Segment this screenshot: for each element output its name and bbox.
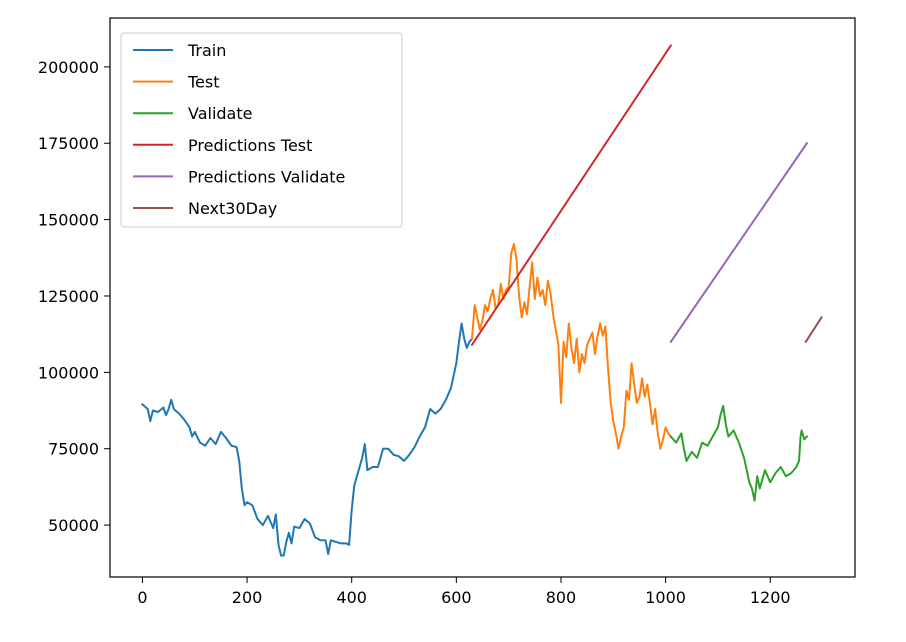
- series-line-1: [470, 243, 673, 450]
- legend-label-3: Predictions Test: [188, 136, 312, 155]
- legend-label-1: Test: [187, 73, 220, 92]
- y-tick-label-0: 50000: [48, 516, 99, 535]
- y-tick-label-6: 200000: [38, 58, 99, 77]
- x-tick-label-0: 0: [137, 588, 147, 607]
- legend-box: [120, 32, 403, 228]
- y-tick-label-4: 150000: [38, 211, 99, 230]
- legend-label-5: Next30Day: [188, 199, 277, 218]
- x-tick-label-4: 800: [546, 588, 577, 607]
- series-line-0: [140, 322, 474, 557]
- plot-frame: [109, 17, 856, 578]
- legend-label-4: Predictions Validate: [188, 167, 345, 186]
- legend-label-2: Validate: [188, 104, 252, 123]
- y-tick-label-3: 125000: [38, 287, 99, 306]
- x-tick-label-2: 400: [336, 588, 367, 607]
- legend: Train Test Validate Predictions Test Predict…: [120, 32, 403, 228]
- series-line-2: [669, 404, 809, 502]
- y-tick-label-2: 100000: [38, 363, 99, 382]
- x-tick-label-5: 1000: [645, 588, 686, 607]
- x-tick-label-6: 1200: [750, 588, 791, 607]
- legend-label-0: Train: [187, 41, 226, 60]
- y-tick-label-1: 75000: [48, 440, 99, 459]
- y-tick-label-5: 175000: [38, 134, 99, 153]
- x-tick-label-3: 600: [441, 588, 472, 607]
- series-line-3: [470, 44, 673, 347]
- series-line-4: [669, 141, 809, 344]
- x-tick-label-1: 200: [232, 588, 263, 607]
- series-line-5: [804, 316, 823, 344]
